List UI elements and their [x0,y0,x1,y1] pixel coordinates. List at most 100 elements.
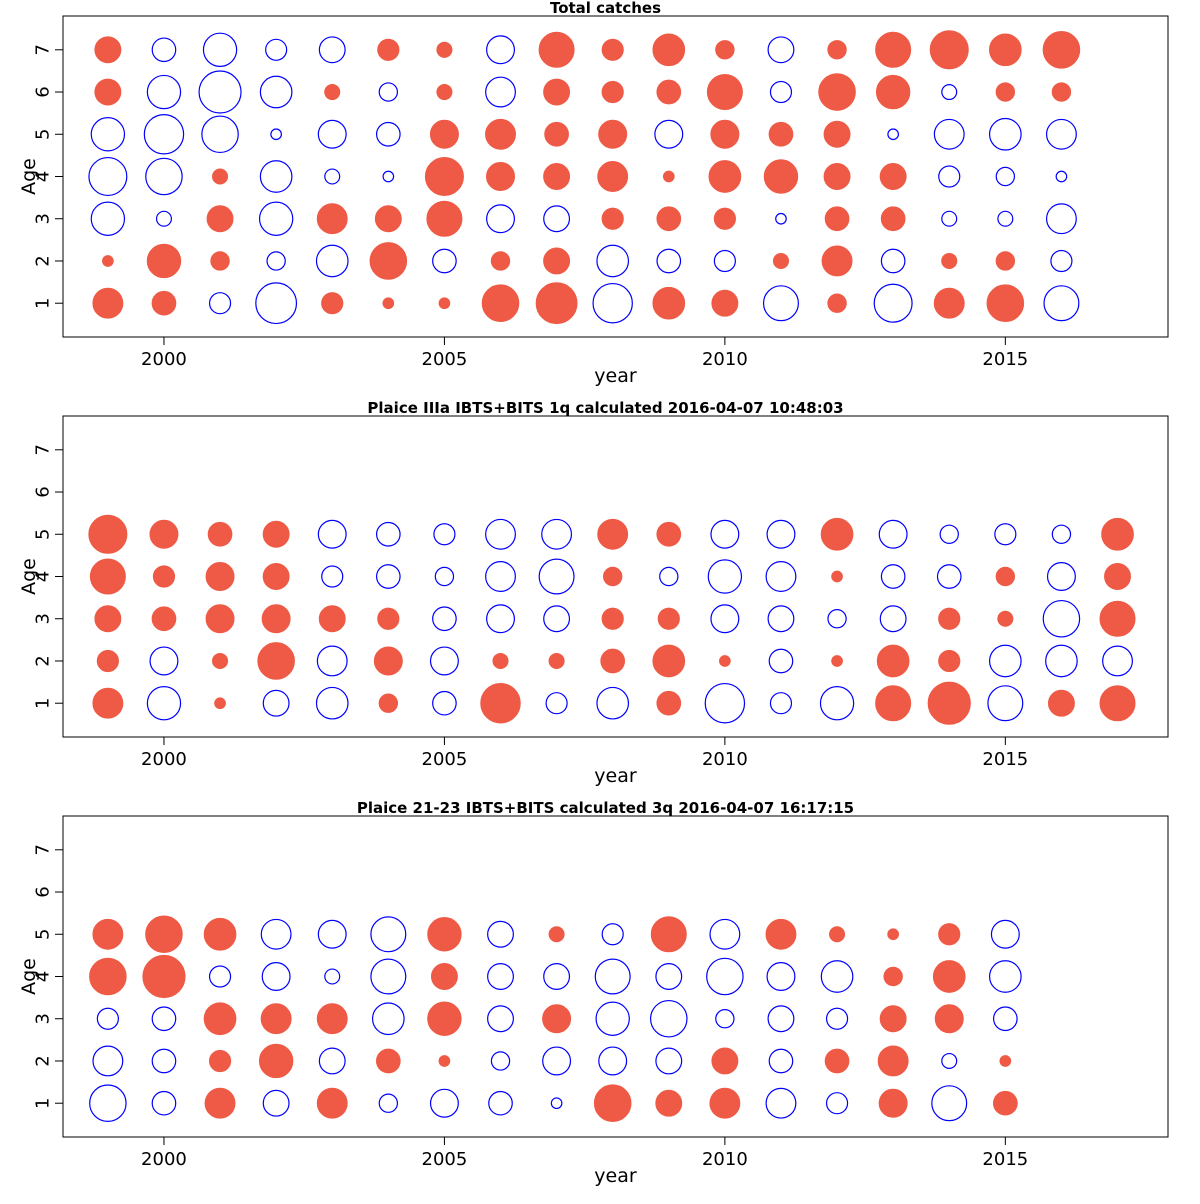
bubble-2007-age-2 [543,247,571,275]
bubble-2006-age-5 [485,118,516,150]
bubble-2005-age-1 [438,297,451,310]
bubble-2012-age-3 [825,1007,849,1030]
bubble-2006-age-7 [486,35,516,65]
x-tick-label: 2015 [982,349,1028,370]
bubble-2000-age-1 [151,1090,177,1116]
bubble-2004-age-2 [375,1048,401,1074]
bubble-2013-age-4 [880,564,906,589]
bubble-2010-age-1 [709,1087,741,1119]
bubble-2006-age-4 [486,162,516,191]
bubble-2003-age-5 [317,519,347,549]
bubble-2003-age-3 [318,605,346,633]
bubble-2012-age-5 [829,926,846,943]
bubble-2010-age-4 [707,559,743,594]
bubble-2000-age-4 [145,157,183,196]
bubble-2015-age-2 [999,1055,1012,1067]
bubble-1999-age-3 [90,201,126,236]
bubble-2006-age-5 [487,920,514,948]
bubble-2012-age-1 [827,293,847,313]
bubble-2009-age-5 [656,521,682,547]
bubble-2012-age-5 [823,120,851,148]
bubble-2004-age-3 [377,607,400,630]
bubble-1999-age-1 [89,1084,127,1122]
bubble-1999-age-2 [102,255,114,267]
bubble-2014-age-7 [929,30,969,70]
y-axis-label: Age [18,958,40,995]
bubble-2005-age-1 [432,690,457,716]
bubble-2014-age-2 [941,252,958,269]
bubble-2007-age-3 [543,205,571,233]
bubble-2010-age-1 [704,682,746,724]
bubble-2002-age-2 [257,642,295,680]
bubble-2012-age-1 [819,686,855,721]
bubble-2007-age-7 [538,31,575,68]
bubble-2014-age-3 [934,1004,964,1034]
bubble-2013-age-3 [879,605,907,633]
y-tick-label: 2 [33,255,54,266]
bubble-2000-age-5 [145,915,183,954]
x-tick-label: 2010 [702,749,748,770]
bubble-2012-age-5 [820,517,854,551]
bubble-2009-age-4 [659,566,679,587]
bubble-2003-age-2 [315,244,349,278]
bubble-2013-age-3 [879,1005,907,1033]
bubble-2009-age-3 [657,607,680,630]
bubble-2006-age-2 [490,1051,511,1071]
y-tick-label: 3 [33,613,54,624]
bubble-2002-age-4 [262,563,290,590]
bubble-1999-age-4 [89,558,126,595]
bubble-1999-age-3 [94,605,122,633]
bubble-1999-age-4 [89,957,127,996]
y-tick-label: 7 [33,844,54,855]
bubble-2001-age-6 [198,70,242,114]
bubble-2010-age-7 [715,40,735,60]
bubble-2016-age-7 [1042,31,1081,69]
bubble-2005-age-4 [430,963,458,990]
bubble-2005-age-3 [426,200,463,237]
bubble-2016-age-2 [1045,644,1078,678]
bubble-2003-age-2 [316,645,348,677]
bubble-2010-age-1 [711,289,739,317]
bubble-2001-age-1 [208,292,232,315]
bubble-2008-age-3 [601,207,624,230]
y-tick-label: 5 [33,129,54,140]
x-tick-label: 2000 [141,749,187,770]
bubble-2010-age-3 [713,207,736,230]
bubble-2013-age-2 [876,644,910,678]
bubble-2000-age-3 [151,1006,177,1032]
bubble-2000-age-4 [142,954,186,999]
bubble-2005-age-2 [438,1055,451,1067]
bubble-2012-age-4 [823,163,851,190]
bubble-2002-age-3 [258,201,294,236]
y-tick-label: 7 [33,444,54,455]
bubble-2006-age-2 [490,251,511,271]
bubble-2015-age-1 [987,685,1024,722]
bubble-2005-age-4 [434,566,455,587]
y-tick-label: 5 [33,929,54,940]
bubble-2000-age-2 [146,243,182,279]
bubble-2012-age-2 [821,245,853,277]
bubble-2011-age-6 [769,80,793,104]
bubble-2010-age-6 [706,74,743,111]
bubble-2012-age-6 [818,73,856,111]
y-axis-label: Age [18,158,40,195]
chart-title: Plaice IIIa IBTS+BITS 1q calculated 2016… [367,399,843,417]
y-tick-label: 1 [33,697,54,708]
bubble-2000-age-2 [149,646,179,676]
bubble-2001-age-4 [208,965,232,988]
bubble-2013-age-2 [880,248,906,274]
bubble-2001-age-4 [212,168,229,185]
y-axis-label: Age [18,558,40,595]
bubble-2007-age-2 [542,1046,572,1076]
bubble-2005-age-1 [429,1088,459,1118]
bubble-2001-age-1 [214,697,226,710]
bubble-2014-age-5 [933,118,965,150]
bubble-2005-age-7 [436,41,453,58]
bubble-2014-age-2 [941,1052,958,1069]
bubble-2002-age-7 [265,38,288,61]
bubble-2004-age-1 [378,1093,399,1113]
bubble-2014-age-4 [932,960,966,993]
bubble-2003-age-1 [321,292,344,315]
bubble-2013-age-1 [873,283,913,323]
bubble-2008-age-5 [601,923,624,946]
